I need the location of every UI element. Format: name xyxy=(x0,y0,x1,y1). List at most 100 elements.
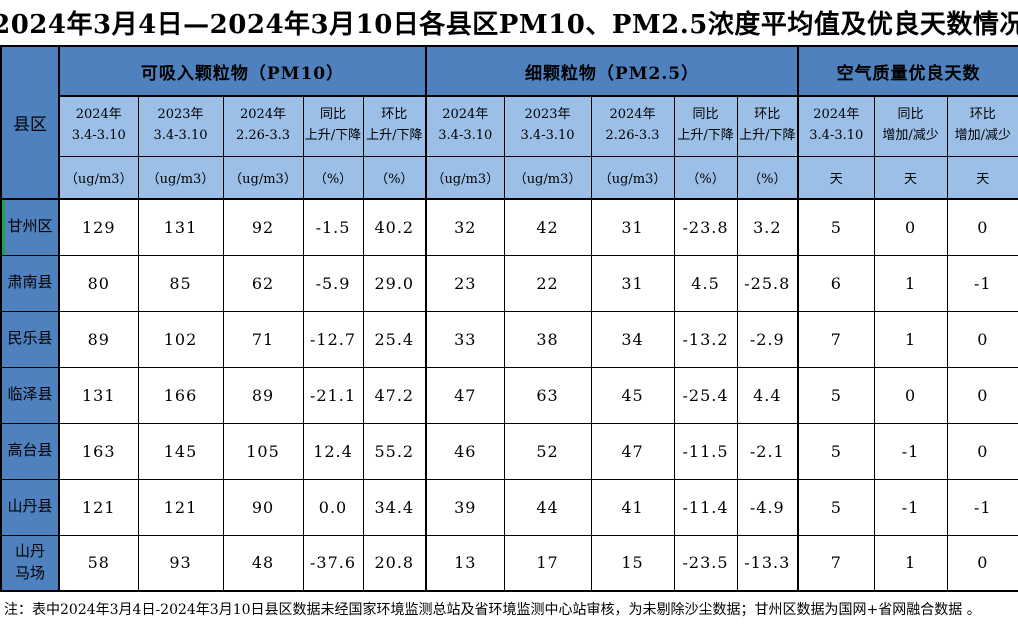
data-cell[interactable]: -2.1 xyxy=(736,422,800,480)
data-cell[interactable]: -1 xyxy=(873,422,948,480)
data-cell[interactable]: -25.8 xyxy=(736,254,800,312)
county-cell[interactable]: 临泽县 xyxy=(0,366,60,424)
county-cell[interactable]: 山丹 马场 xyxy=(0,534,60,592)
unit-cell[interactable]: （%） xyxy=(736,155,800,200)
unit-cell[interactable]: 天 xyxy=(873,155,948,200)
data-cell[interactable]: 55.2 xyxy=(362,422,428,480)
data-cell[interactable]: -21.1 xyxy=(302,366,364,424)
data-cell[interactable]: 22 xyxy=(503,254,592,312)
data-cell[interactable]: 0 xyxy=(873,198,948,256)
data-cell[interactable]: 166 xyxy=(137,366,224,424)
data-cell[interactable]: 105 xyxy=(222,422,304,480)
data-cell[interactable]: -2.9 xyxy=(736,310,800,368)
data-cell[interactable]: 42 xyxy=(503,198,592,256)
data-cell[interactable]: -25.4 xyxy=(673,366,738,424)
data-cell[interactable]: 41 xyxy=(590,478,675,536)
data-cell[interactable]: 0 xyxy=(946,422,1018,480)
data-cell[interactable]: 13 xyxy=(425,534,505,592)
data-cell[interactable]: 121 xyxy=(137,478,224,536)
data-cell[interactable]: 5 xyxy=(797,366,875,424)
data-cell[interactable]: 29.0 xyxy=(362,254,428,312)
data-cell[interactable]: 33 xyxy=(425,310,505,368)
data-cell[interactable]: 129 xyxy=(58,198,139,256)
data-cell[interactable]: 102 xyxy=(137,310,224,368)
group-header-pm10[interactable]: 可吸入颗粒物（PM10） xyxy=(57,45,428,97)
unit-cell[interactable]: 天 xyxy=(946,155,1018,200)
data-cell[interactable]: 3.2 xyxy=(736,198,800,256)
data-cell[interactable]: -13.3 xyxy=(736,534,800,592)
data-cell[interactable]: 47 xyxy=(425,366,505,424)
data-cell[interactable]: 4.4 xyxy=(736,366,800,424)
data-cell[interactable]: 58 xyxy=(58,534,139,592)
sub-header-cell[interactable]: 2024年 3.4-3.10 xyxy=(797,95,875,157)
data-cell[interactable]: 12.4 xyxy=(302,422,364,480)
data-cell[interactable]: 47.2 xyxy=(362,366,428,424)
data-cell[interactable]: 0 xyxy=(946,534,1018,592)
data-cell[interactable]: 63 xyxy=(503,366,592,424)
data-cell[interactable]: -13.2 xyxy=(673,310,738,368)
data-cell[interactable]: 5 xyxy=(797,422,875,480)
data-cell[interactable]: -11.5 xyxy=(673,422,738,480)
data-cell[interactable]: 131 xyxy=(137,198,224,256)
county-cell[interactable]: 民乐县 xyxy=(0,310,60,368)
data-cell[interactable]: 47 xyxy=(590,422,675,480)
sub-header-cell[interactable]: 2024年 2.26-3.3 xyxy=(590,95,675,157)
data-cell[interactable]: 62 xyxy=(222,254,304,312)
data-cell[interactable]: 71 xyxy=(222,310,304,368)
sub-header-cell[interactable]: 2023年 3.4-3.10 xyxy=(503,95,592,157)
data-cell[interactable]: -23.5 xyxy=(673,534,738,592)
unit-cell[interactable]: （ug/m3） xyxy=(590,155,675,200)
data-cell[interactable]: 0 xyxy=(946,310,1018,368)
data-cell[interactable]: -37.6 xyxy=(302,534,364,592)
county-cell[interactable]: 甘州区 xyxy=(0,198,60,256)
county-cell[interactable]: 山丹县 xyxy=(0,478,60,536)
data-cell[interactable]: 48 xyxy=(222,534,304,592)
data-cell[interactable]: -1 xyxy=(946,478,1018,536)
data-cell[interactable]: -1 xyxy=(946,254,1018,312)
data-cell[interactable]: 5 xyxy=(797,198,875,256)
data-cell[interactable]: 52 xyxy=(503,422,592,480)
data-cell[interactable]: 80 xyxy=(58,254,139,312)
data-cell[interactable]: 121 xyxy=(58,478,139,536)
sub-header-cell[interactable]: 2024年 3.4-3.10 xyxy=(425,95,505,157)
data-cell[interactable]: 6 xyxy=(797,254,875,312)
data-cell[interactable]: 34.4 xyxy=(362,478,428,536)
county-cell[interactable]: 高台县 xyxy=(0,422,60,480)
data-cell[interactable]: 0.0 xyxy=(302,478,364,536)
data-cell[interactable]: 1 xyxy=(873,254,948,312)
unit-cell[interactable]: （ug/m3） xyxy=(58,155,139,200)
data-cell[interactable]: 0 xyxy=(946,198,1018,256)
unit-cell[interactable]: （ug/m3） xyxy=(222,155,304,200)
data-cell[interactable]: 1 xyxy=(873,310,948,368)
data-cell[interactable]: 34 xyxy=(590,310,675,368)
data-cell[interactable]: -1.5 xyxy=(302,198,364,256)
data-cell[interactable]: 92 xyxy=(222,198,304,256)
data-cell[interactable]: 38 xyxy=(503,310,592,368)
data-cell[interactable]: -5.9 xyxy=(302,254,364,312)
unit-cell[interactable]: （ug/m3） xyxy=(137,155,224,200)
unit-cell[interactable]: 天 xyxy=(797,155,875,200)
data-cell[interactable]: 39 xyxy=(425,478,505,536)
data-cell[interactable]: 7 xyxy=(797,310,875,368)
data-cell[interactable]: 31 xyxy=(590,254,675,312)
county-cell[interactable]: 肃南县 xyxy=(0,254,60,312)
data-cell[interactable]: 45 xyxy=(590,366,675,424)
unit-cell[interactable]: （ug/m3） xyxy=(503,155,592,200)
data-cell[interactable]: 5 xyxy=(797,478,875,536)
data-cell[interactable]: 163 xyxy=(58,422,139,480)
data-cell[interactable]: 0 xyxy=(946,366,1018,424)
data-cell[interactable]: 20.8 xyxy=(362,534,428,592)
unit-cell[interactable]: （ug/m3） xyxy=(425,155,505,200)
group-header-pm25[interactable]: 细颗粒物（PM2.5） xyxy=(425,45,800,97)
sub-header-cell[interactable]: 同比 上升/下降 xyxy=(302,95,364,157)
sub-header-cell[interactable]: 2024年 2.26-3.3 xyxy=(222,95,304,157)
county-column-header[interactable]: 县区 xyxy=(0,45,60,200)
data-cell[interactable]: 145 xyxy=(137,422,224,480)
data-cell[interactable]: 23 xyxy=(425,254,505,312)
data-cell[interactable]: -4.9 xyxy=(736,478,800,536)
data-cell[interactable]: 90 xyxy=(222,478,304,536)
data-cell[interactable]: -12.7 xyxy=(302,310,364,368)
data-cell[interactable]: 32 xyxy=(425,198,505,256)
unit-cell[interactable]: （%） xyxy=(673,155,738,200)
sub-header-cell[interactable]: 环比 上升/下降 xyxy=(362,95,428,157)
